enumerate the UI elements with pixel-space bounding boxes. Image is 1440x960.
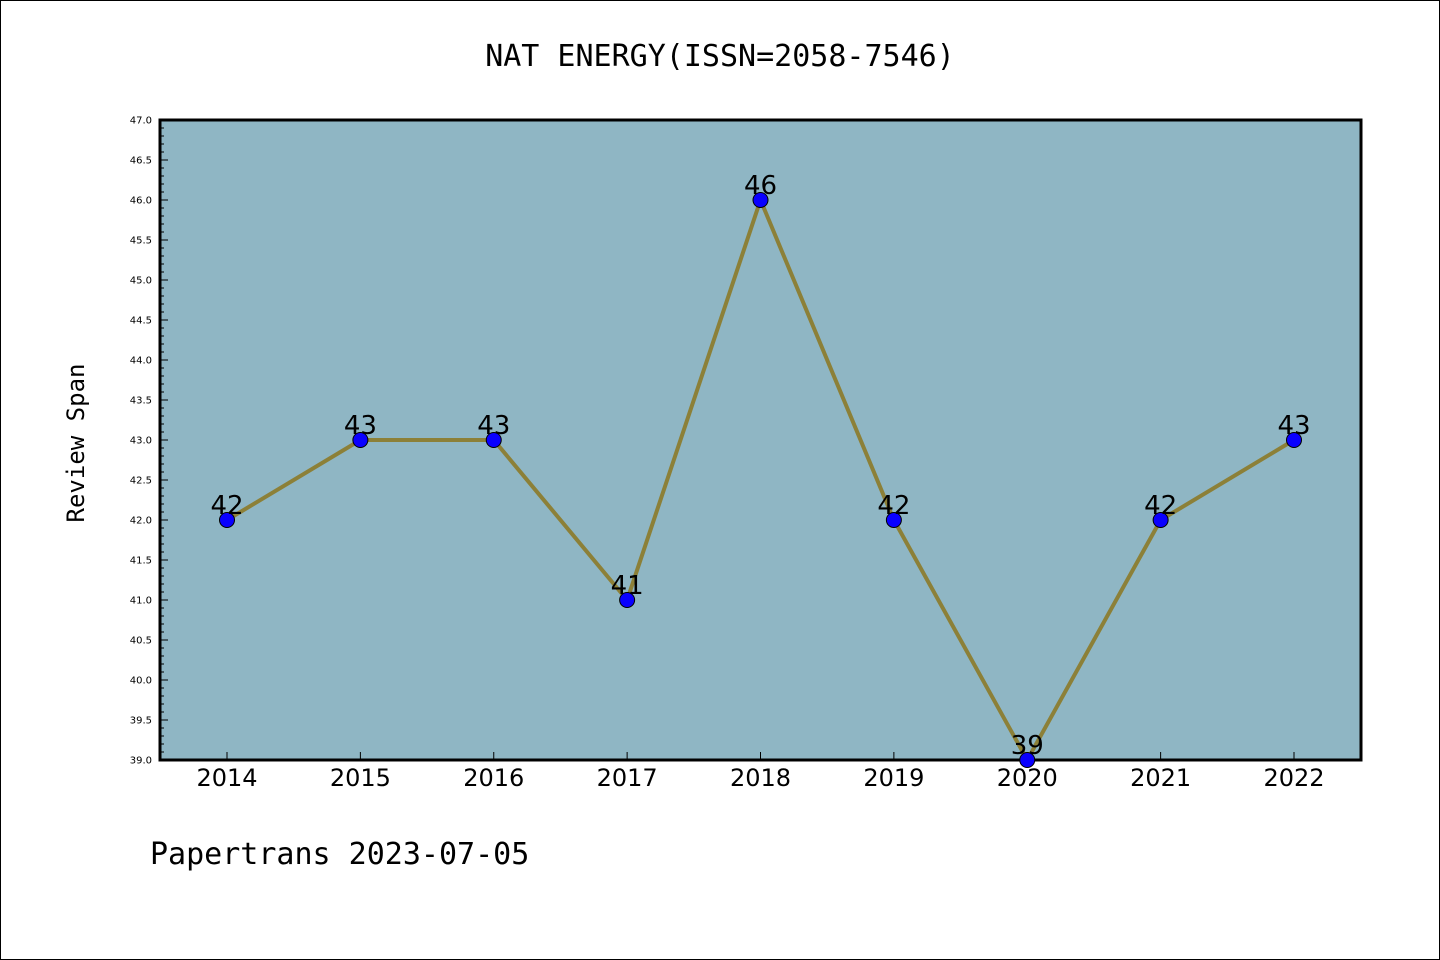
x-tick-label: 2021 (1130, 764, 1191, 792)
x-tick-label: 2022 (1263, 764, 1324, 792)
y-tick-label: 42.5 (130, 476, 152, 487)
y-tick-label: 40.5 (130, 636, 152, 647)
y-tick-label: 43.0 (130, 436, 152, 447)
y-tick-label: 39.0 (130, 756, 152, 767)
data-label: 42 (877, 491, 910, 521)
y-tick-label: 46.5 (130, 156, 152, 167)
y-tick-label: 44.0 (130, 356, 152, 367)
y-tick-label: 40.0 (130, 676, 152, 687)
y-tick-label: 41.0 (130, 596, 152, 607)
data-label: 39 (1011, 731, 1044, 761)
x-tick-label: 2015 (330, 764, 391, 792)
y-tick-label: 44.5 (130, 316, 152, 327)
x-tick-label: 2020 (997, 764, 1058, 792)
y-tick-label: 47.0 (130, 116, 152, 127)
y-tick-label: 41.5 (130, 556, 152, 567)
y-tick-label: 46.0 (130, 196, 152, 207)
y-axis-label: Review Span (62, 364, 90, 523)
x-axis: 2014 2015 2016 2017 2018 2019 2020 2021 2022 (196, 752, 1325, 792)
data-point (752, 192, 769, 208)
data-point (352, 432, 369, 448)
y-tick-label: 42.0 (130, 516, 152, 527)
data-point (1286, 432, 1302, 448)
data-markers (219, 192, 1302, 768)
y-axis: 39.0 39.5 40.0 40.5 41.0 41.5 42.0 42.5 43.0 43.5… (130, 116, 168, 767)
data-label: 42 (1144, 491, 1177, 521)
data-point (219, 512, 235, 528)
data-point (885, 512, 902, 528)
chart-title: NAT ENERGY(ISSN=2058-7546) (485, 39, 955, 74)
data-label: 46 (744, 171, 777, 201)
plot-area (158, 118, 1363, 762)
x-tick-label: 2017 (597, 764, 658, 792)
x-tick-label: 2019 (863, 764, 924, 792)
y-tick-label: 39.5 (130, 716, 152, 727)
x-tick-label: 2014 (196, 764, 257, 792)
data-point (485, 432, 502, 448)
data-point (619, 592, 636, 608)
y-tick-label: 45.0 (130, 276, 152, 287)
data-label: 41 (611, 571, 644, 601)
y-tick-label: 43.5 (130, 396, 152, 407)
y-tick-label: 45.5 (130, 236, 152, 247)
footer-text: Papertrans 2023-07-05 (150, 837, 529, 872)
data-point (1152, 512, 1169, 528)
x-tick-label: 2016 (463, 764, 524, 792)
data-labels: 42 43 43 41 46 42 39 42 43 (210, 171, 1310, 761)
x-tick-label: 2018 (730, 764, 791, 792)
data-label: 43 (477, 411, 510, 441)
data-point (1019, 752, 1036, 768)
data-label: 43 (344, 411, 377, 441)
data-label: 43 (1277, 411, 1310, 441)
data-label: 42 (210, 491, 243, 521)
